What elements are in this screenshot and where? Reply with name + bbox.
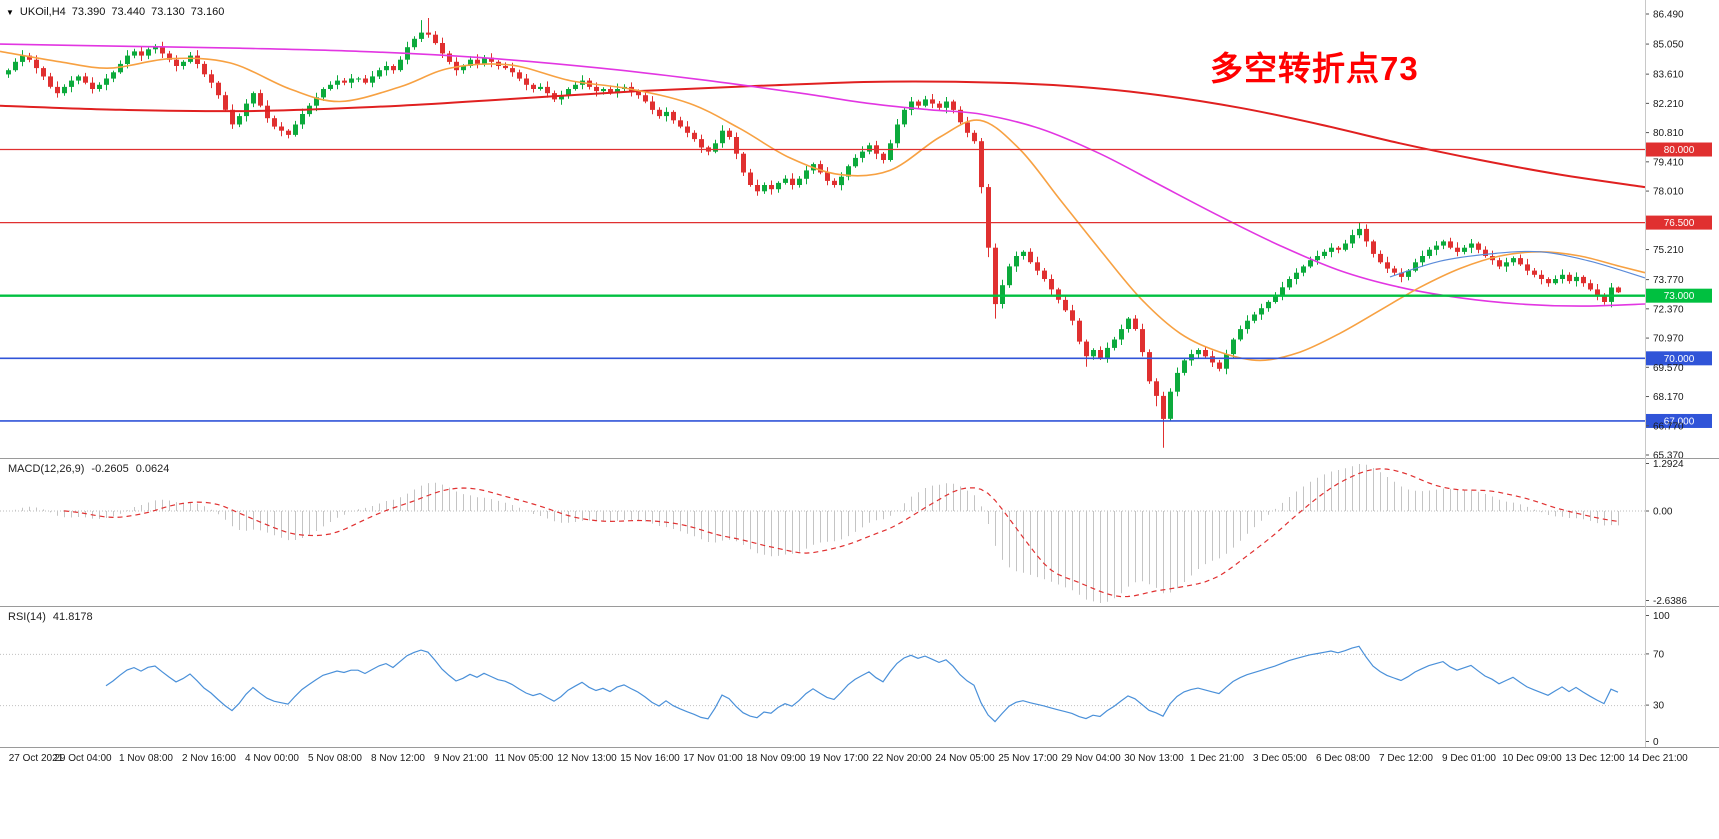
svg-text:1.2924: 1.2924 (1653, 459, 1684, 470)
time-label: 17 Nov 01:00 (683, 753, 743, 764)
quote-open: 73.390 (71, 6, 106, 18)
macd-value-signal: 0.0624 (135, 463, 170, 475)
time-label: 3 Dec 05:00 (1253, 753, 1307, 764)
rsi-value: 41.8178 (52, 611, 93, 623)
quote-low: 73.130 (151, 6, 185, 18)
time-label: 30 Nov 13:00 (1124, 753, 1184, 764)
annotation-text: 多空转折点73 (1210, 50, 1419, 87)
svg-text:66.770: 66.770 (1653, 421, 1684, 432)
svg-text:70.970: 70.970 (1653, 334, 1684, 345)
svg-text:68.170: 68.170 (1653, 392, 1684, 403)
time-label: 6 Dec 08:00 (1316, 753, 1370, 764)
time-label: 4 Nov 00:00 (245, 753, 299, 764)
time-label: 7 Dec 12:00 (1379, 753, 1433, 764)
time-label: 10 Dec 09:00 (1502, 753, 1562, 764)
time-label: 29 Oct 04:00 (54, 753, 112, 764)
price-badge-70.000: 70.000 (1646, 351, 1712, 366)
svg-text:76.500: 76.500 (1664, 218, 1695, 229)
macd-indicator-label: MACD(12,26,9) -0.2605 0.0624 (8, 463, 169, 475)
time-label: 5 Nov 08:00 (308, 753, 362, 764)
time-label: 18 Nov 09:00 (746, 753, 806, 764)
svg-text:75.210: 75.210 (1653, 245, 1684, 256)
svg-text:79.410: 79.410 (1653, 157, 1684, 168)
svg-text:78.010: 78.010 (1653, 187, 1684, 198)
svg-text:30: 30 (1653, 701, 1665, 712)
rsi-panel[interactable]: 100 70 30 0 (0, 606, 1719, 747)
time-label: 8 Nov 12:00 (371, 753, 425, 764)
rsi-indicator-label: RSI(14) 41.8178 (8, 611, 93, 623)
svg-text:70.000: 70.000 (1664, 354, 1695, 365)
time-label: 1 Dec 21:00 (1190, 753, 1244, 764)
time-label: 27 Oct 2021 (8, 753, 64, 764)
macd-name: MACD(12,26,9) (8, 463, 85, 475)
time-label: 29 Nov 04:00 (1061, 753, 1121, 764)
candles (6, 18, 1621, 448)
time-label: 13 Dec 12:00 (1565, 753, 1625, 764)
time-label: 11 Nov 05:00 (494, 753, 554, 764)
price-axis[interactable]: 86.490 85.050 83.610 82.210 80.810 79.410 78.0… (1645, 10, 1684, 459)
svg-text:85.050: 85.050 (1653, 40, 1684, 51)
time-label: 24 Nov 05:00 (935, 753, 995, 764)
quote-high: 73.440 (111, 6, 146, 18)
svg-text:0.00: 0.00 (1653, 507, 1673, 518)
time-label: 2 Nov 16:00 (182, 753, 236, 764)
macd-panel[interactable]: 1.2924 0.00 -2.6386 (0, 458, 1719, 606)
quote-close: 73.160 (190, 6, 225, 18)
time-label: 25 Nov 17:00 (998, 753, 1058, 764)
time-label: 9 Dec 01:00 (1442, 753, 1496, 764)
price-badge-76.500: 76.500 (1646, 215, 1712, 230)
time-label: 12 Nov 13:00 (557, 753, 617, 764)
ma-line-red-slow (0, 80, 1646, 189)
time-label: 19 Nov 17:00 (809, 753, 869, 764)
ma-line-magenta (0, 43, 1646, 307)
svg-text:80.810: 80.810 (1653, 128, 1684, 139)
svg-text:70: 70 (1653, 649, 1665, 660)
time-label: 1 Nov 08:00 (119, 753, 173, 764)
svg-text:65.370: 65.370 (1653, 451, 1684, 459)
price-badge-73.000: 73.000 (1646, 288, 1712, 303)
ma-line-orange (0, 50, 1646, 362)
price-badge-67.000: 67.000 (1646, 413, 1712, 428)
macd-value-main: -0.2605 (91, 463, 129, 475)
svg-text:67.000: 67.000 (1664, 416, 1695, 427)
svg-text:86.490: 86.490 (1653, 10, 1684, 21)
rsi-line (105, 645, 1619, 723)
svg-text:80.000: 80.000 (1664, 145, 1695, 156)
svg-text:83.610: 83.610 (1653, 70, 1684, 81)
symbol-name: UKOil,H4 (19, 6, 66, 18)
macd-histogram (15, 464, 1619, 603)
symbol-dropdown-icon[interactable]: ▼ (6, 7, 14, 17)
svg-text:73.770: 73.770 (1653, 275, 1684, 286)
svg-text:69.570: 69.570 (1653, 363, 1684, 374)
time-label: 15 Nov 16:00 (620, 753, 680, 764)
time-label: 22 Nov 20:00 (872, 753, 932, 764)
macd-signal-line (63, 468, 1619, 598)
rsi-name: RSI(14) (8, 611, 46, 623)
svg-text:-2.6386: -2.6386 (1653, 596, 1687, 606)
svg-text:73.000: 73.000 (1664, 291, 1695, 302)
time-axis[interactable]: 27 Oct 2021 29 Oct 04:00 1 Nov 08:00 2 Nov … (0, 747, 1719, 776)
ma-line-blue-short (1389, 250, 1646, 279)
svg-text:82.210: 82.210 (1653, 99, 1684, 110)
time-label: 14 Dec 21:00 (1628, 753, 1688, 764)
symbol-info: ▼ UKOil,H4 73.390 73.440 73.130 73.160 (6, 6, 224, 18)
svg-text:0: 0 (1653, 737, 1659, 747)
svg-text:100: 100 (1653, 611, 1670, 622)
price-chart-panel[interactable]: 80.000 76.500 73.000 70.000 67.000 86.490 85.0… (0, 0, 1719, 458)
time-label: 9 Nov 21:00 (434, 753, 488, 764)
price-badge-80.000: 80.000 (1646, 142, 1712, 157)
svg-text:72.370: 72.370 (1653, 304, 1684, 315)
